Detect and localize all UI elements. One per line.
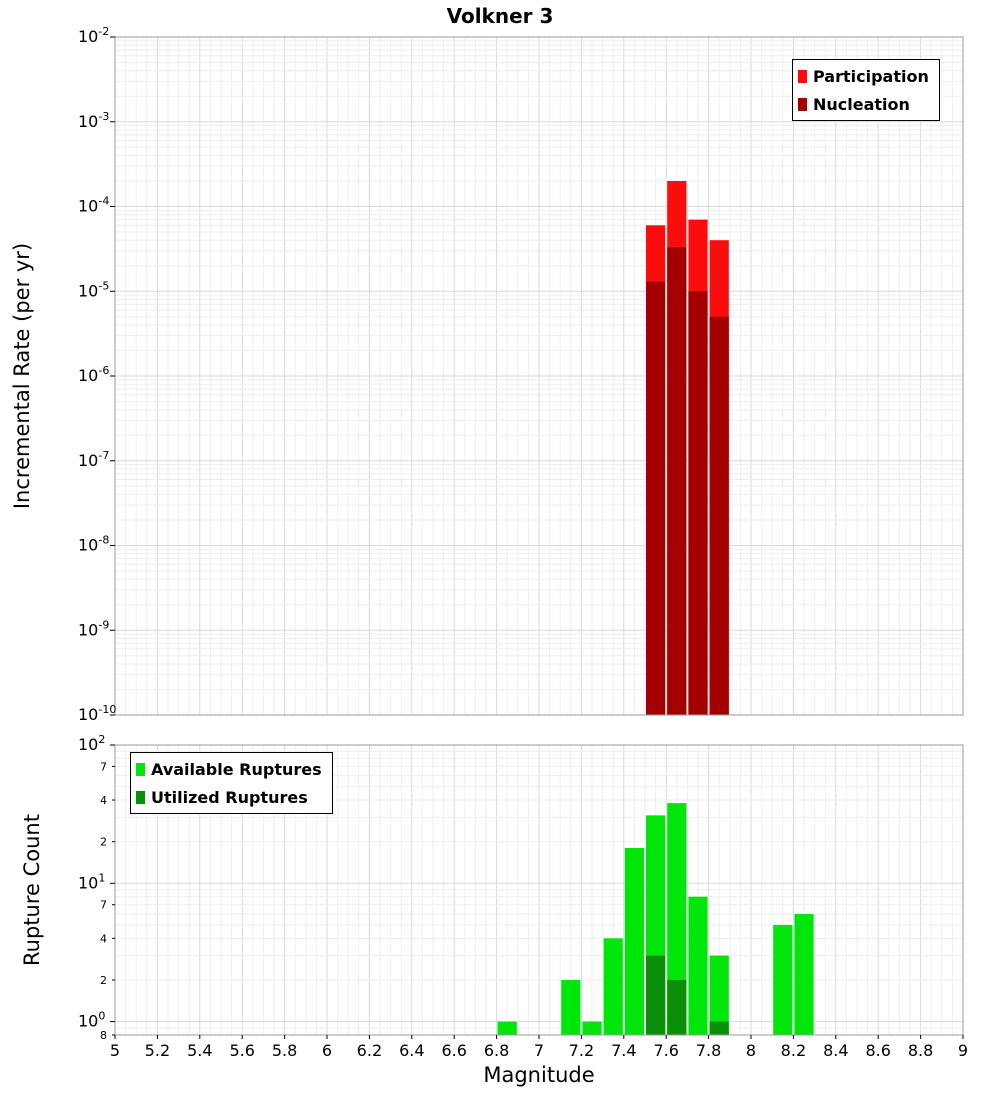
x-tick-label: 5.2	[145, 1041, 170, 1060]
utilized-ruptures-series	[646, 955, 729, 1035]
y-minor-tick-label: 2	[100, 836, 107, 849]
x-tick-label: 5.4	[187, 1041, 212, 1060]
bar	[709, 955, 729, 1035]
bar	[688, 896, 708, 1035]
y-tick-label: 10-7	[78, 449, 109, 470]
x-tick-label: 8.8	[908, 1041, 933, 1060]
x-tick-label: 8.6	[865, 1041, 890, 1060]
x-tick-label: 9	[958, 1041, 968, 1060]
x-tick-label: 5.6	[229, 1041, 254, 1060]
page-title: Volkner 3	[446, 4, 554, 28]
bar	[646, 955, 666, 1035]
x-tick-label: 7.4	[611, 1041, 636, 1060]
y-tick-label: 10-9	[78, 618, 109, 639]
bar	[646, 281, 666, 715]
x-axis-label: Magnitude	[483, 1063, 595, 1087]
legend-label-available-ruptures: Available Ruptures	[151, 759, 322, 779]
y-minor-tick-label: 7	[100, 899, 107, 912]
y-tick-label: 10-3	[78, 110, 109, 131]
legend-label-nucleation: Nucleation	[813, 94, 910, 114]
y-minor-tick-label: 4	[100, 932, 107, 945]
gridlines	[114, 36, 964, 716]
legend-item-available-ruptures: Available Ruptures	[136, 755, 322, 783]
bar	[688, 291, 708, 715]
top-legend: Participation Nucleation	[792, 59, 940, 121]
bar	[497, 1021, 517, 1035]
utilized-ruptures-swatch-icon	[136, 790, 145, 804]
y-tick-label: 101	[78, 871, 105, 892]
bar	[624, 847, 644, 1035]
y-tick-label: 102	[78, 733, 105, 754]
legend-label-participation: Participation	[813, 66, 929, 86]
x-tick-label: 7.6	[653, 1041, 678, 1060]
x-tick-label: 6.6	[441, 1041, 466, 1060]
bar	[561, 979, 581, 1035]
y-minor-tick-label: 8	[100, 1029, 107, 1042]
top-y-axis-label: Incremental Rate (per yr)	[10, 242, 34, 510]
y-minor-tick-label: 7	[100, 760, 107, 773]
bar	[667, 803, 687, 1035]
participation-swatch-icon	[798, 69, 807, 83]
y-minor-tick-label: 4	[100, 794, 107, 807]
y-tick-label: 100	[78, 1010, 105, 1031]
y-tick-label: 10-10	[78, 703, 116, 724]
legend-item-utilized-ruptures: Utilized Ruptures	[136, 783, 322, 811]
bottom-y-axis-label: Rupture Count	[20, 814, 44, 966]
y-tick-label: 10-2	[78, 25, 109, 46]
bar	[709, 316, 729, 715]
x-tick-label: 6.4	[399, 1041, 424, 1060]
bar	[582, 1021, 602, 1035]
x-tick-label: 8.2	[781, 1041, 806, 1060]
bar	[794, 913, 814, 1035]
nucleation-swatch-icon	[798, 97, 807, 111]
available-ruptures-swatch-icon	[136, 762, 145, 776]
bar	[667, 247, 687, 715]
bar	[773, 924, 793, 1035]
y-tick-label: 10-8	[78, 534, 109, 555]
x-tick-label: 5.8	[272, 1041, 297, 1060]
y-tick-label: 10-4	[78, 195, 109, 216]
y-tick-label: 10-6	[78, 364, 109, 385]
x-tick-label: 6.2	[357, 1041, 382, 1060]
x-tick-label: 8	[746, 1041, 756, 1060]
nucleation-series	[646, 247, 729, 715]
bar	[603, 938, 623, 1035]
y-tick-label: 10-5	[78, 279, 109, 300]
x-tick-label: 7	[534, 1041, 544, 1060]
bottom-legend: Available Ruptures Utilized Ruptures	[130, 752, 333, 814]
x-tick-label: 8.4	[823, 1041, 848, 1060]
incremental-rate-plot: 10-2 10-3 10-4 10-5 10-6 10-7 10-8 10-9 10-10	[78, 25, 964, 724]
y-minor-tick-label: 2	[100, 974, 107, 987]
x-tick-label: 6	[322, 1041, 332, 1060]
legend-item-participation: Participation	[798, 62, 929, 90]
legend-label-utilized-ruptures: Utilized Ruptures	[151, 787, 308, 807]
legend-item-nucleation: Nucleation	[798, 90, 929, 118]
x-tick-label: 7.8	[696, 1041, 721, 1060]
x-tick-label: 7.2	[569, 1041, 594, 1060]
x-tick-label: 6.8	[484, 1041, 509, 1060]
x-tick-label: 5	[110, 1041, 120, 1060]
bar	[709, 1021, 729, 1035]
bar	[667, 979, 687, 1035]
